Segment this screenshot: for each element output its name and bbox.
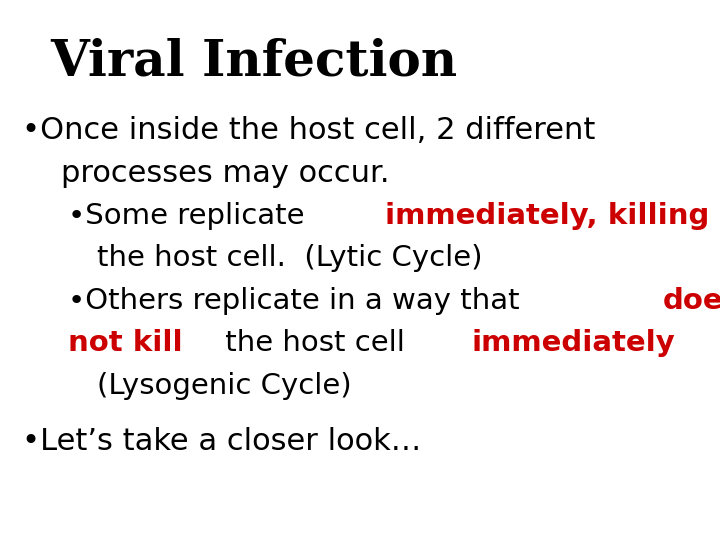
Text: •Others replicate in a way that: •Others replicate in a way that — [68, 287, 529, 315]
Text: immediately: immediately — [472, 329, 675, 357]
Text: does: does — [663, 287, 720, 315]
Text: processes may occur.: processes may occur. — [61, 159, 390, 188]
Text: Viral Infection: Viral Infection — [50, 38, 457, 87]
Text: •Let’s take a closer look…: •Let’s take a closer look… — [22, 427, 421, 456]
Text: immediately, killing: immediately, killing — [385, 202, 710, 231]
Text: •Once inside the host cell, 2 different: •Once inside the host cell, 2 different — [22, 116, 595, 145]
Text: the host cell.  (Lytic Cycle): the host cell. (Lytic Cycle) — [97, 244, 482, 272]
Text: not kill: not kill — [68, 329, 183, 357]
Text: (Lysogenic Cycle): (Lysogenic Cycle) — [97, 372, 352, 400]
Text: the host cell: the host cell — [216, 329, 415, 357]
Text: •Some replicate: •Some replicate — [68, 202, 314, 231]
